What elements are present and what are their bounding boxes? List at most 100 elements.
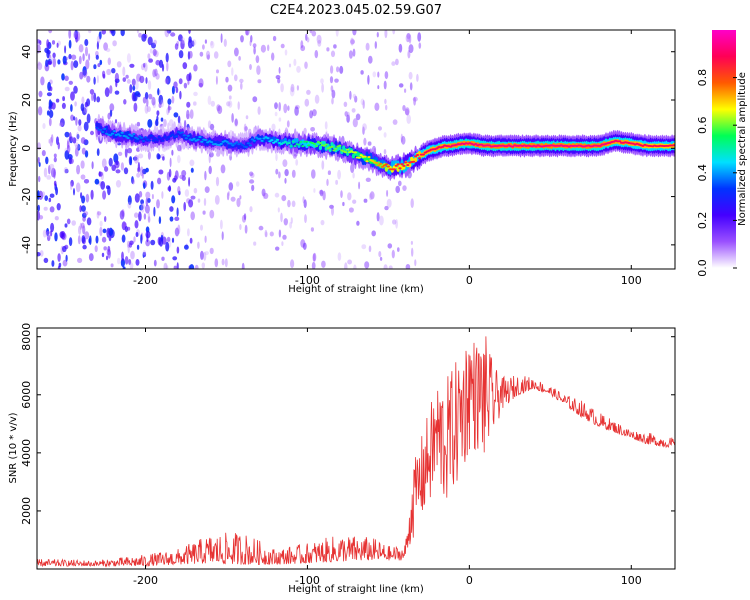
spectrogram-noise-mark [188, 50, 193, 59]
colorbar-tick-label: 0.8 [696, 69, 709, 87]
snr-x-tick-label: 0 [466, 574, 473, 587]
spectrogram-noise-mark [57, 59, 61, 65]
spectrogram-noise-mark [189, 264, 195, 269]
spectrogram-noise-mark [210, 40, 213, 46]
spectrogram-noise-mark [140, 199, 145, 205]
spectrogram-noise-mark [70, 60, 74, 71]
spectrogram-noise-mark [363, 137, 367, 146]
spectrogram-noise-mark [312, 252, 317, 262]
spectrogram-noise-mark [194, 264, 199, 269]
spectrogram-noise-mark [171, 237, 175, 243]
spectrogram-noise-mark [115, 80, 118, 88]
spectrogram-ridge-mark [250, 138, 254, 141]
spectrogram-noise-mark [178, 50, 184, 59]
spectrogram-noise-mark [108, 157, 113, 167]
spectrogram-noise-mark [384, 30, 388, 39]
spectrogram-noise-mark [171, 95, 175, 104]
spectrogram-noise-mark [38, 175, 41, 183]
spectrogram-noise-mark [354, 95, 358, 103]
spectrogram-noise-mark [278, 67, 281, 74]
spectrogram-noise-mark [49, 86, 53, 92]
spectrogram-noise-mark [213, 51, 219, 59]
spectrogram-noise-mark [162, 156, 165, 161]
spectrogram-noise-mark [45, 59, 49, 67]
spectrogram-noise-mark [137, 167, 141, 173]
spectrogram-ridge-mark [353, 151, 357, 154]
spectrogram-noise-mark [101, 158, 107, 168]
spectrogram-noise-mark [378, 251, 382, 258]
spectrogram-noise-mark [277, 78, 281, 84]
spectrogram-noise-mark [48, 197, 52, 203]
spectrogram-noise-mark [44, 195, 48, 202]
spectrogram-noise-mark [360, 98, 365, 106]
spectrogram-noise-mark [75, 34, 79, 43]
spectrogram-noise-mark [43, 257, 49, 263]
spectrogram-noise-mark [377, 71, 380, 78]
spectrogram-noise-mark [86, 217, 92, 226]
spectrogram-noise-mark [133, 236, 136, 243]
spectrogram-noise-mark [374, 41, 377, 49]
spectrogram-ridge-mark [297, 143, 301, 146]
spectrogram-noise-mark [310, 127, 315, 132]
spectrogram-ridge-mark [138, 135, 142, 138]
spectrogram-ridge-mark [406, 164, 410, 166]
spectrogram-noise-mark [171, 85, 175, 95]
spectrogram-ridge-mark [99, 128, 103, 131]
spectrogram-noise-mark [56, 203, 61, 211]
spectrogram-noise-mark [142, 250, 146, 256]
spectrogram-noise-mark [383, 80, 387, 90]
spectrogram-noise-mark [418, 42, 422, 49]
spectrogram-ridge-mark [149, 134, 153, 137]
spectrogram-noise-mark [253, 46, 256, 55]
spectrogram-noise-mark [215, 176, 220, 187]
spectrogram-noise-mark [129, 262, 134, 269]
spectrogram-noise-mark [188, 30, 191, 34]
spectrogram-ridge-mark [312, 142, 317, 145]
spectrogram-ridge-mark [363, 155, 367, 158]
spectrogram-ridge-mark [314, 145, 319, 147]
spectrogram-noise-mark [209, 151, 214, 158]
spectrogram-y-axis-label: Frequency (Hz) [8, 111, 19, 187]
spectrogram-noise-mark [253, 241, 257, 246]
spectrogram-noise-mark [163, 262, 168, 269]
spectrogram-noise-mark [191, 40, 195, 47]
spectrogram-noise-mark [141, 172, 144, 179]
spectrogram-noise-mark [183, 82, 188, 89]
spectrogram-noise-mark [265, 231, 268, 238]
spectrogram-frame [36, 29, 676, 270]
spectrogram-noise-mark [165, 52, 169, 63]
spectrogram-noise-mark [138, 153, 144, 159]
spectrogram-noise-mark [88, 253, 94, 262]
spectrogram-ridge-mark [289, 145, 293, 148]
spectrogram-noise-mark [388, 265, 393, 269]
spectrogram-noise-mark [52, 52, 56, 59]
spectrogram-noise-mark [275, 246, 280, 251]
spectrogram-noise-mark [275, 75, 281, 80]
spectrogram-noise-mark [204, 186, 210, 194]
spectrogram-noise-mark [214, 258, 219, 268]
spectrogram-noise-mark [171, 195, 176, 204]
spectrogram-noise-mark [238, 56, 241, 61]
spectrogram-noise-mark [49, 193, 55, 198]
spectrogram-y-tick-label: 0 [20, 145, 33, 152]
spectrogram-noise-mark [53, 169, 56, 179]
spectrogram-noise-mark [167, 186, 172, 191]
spectrogram-ridge-mark [219, 142, 223, 145]
spectrogram-noise-mark [81, 235, 86, 244]
spectrogram-noise-mark [239, 78, 244, 83]
spectrogram-ridge-mark [408, 162, 412, 168]
spectrogram-noise-mark [61, 73, 65, 81]
spectrogram-noise-mark [208, 165, 212, 175]
spectrogram-marks [37, 30, 675, 269]
spectrogram-ridge-mark [334, 147, 338, 150]
spectrogram-noise-mark [99, 226, 103, 237]
spectrogram-ridge-mark [262, 137, 266, 140]
spectrogram-noise-mark [197, 241, 200, 249]
spectrogram-ridge-mark [124, 135, 128, 138]
spectrogram-noise-mark [398, 43, 403, 53]
spectrogram-ridge-mark [394, 164, 398, 167]
spectrogram-noise-mark [46, 110, 50, 116]
colorbar-tick-label: 0.0 [696, 259, 709, 277]
spectrogram-ridge-mark [287, 142, 291, 144]
spectrogram-ridge-mark [140, 136, 144, 139]
